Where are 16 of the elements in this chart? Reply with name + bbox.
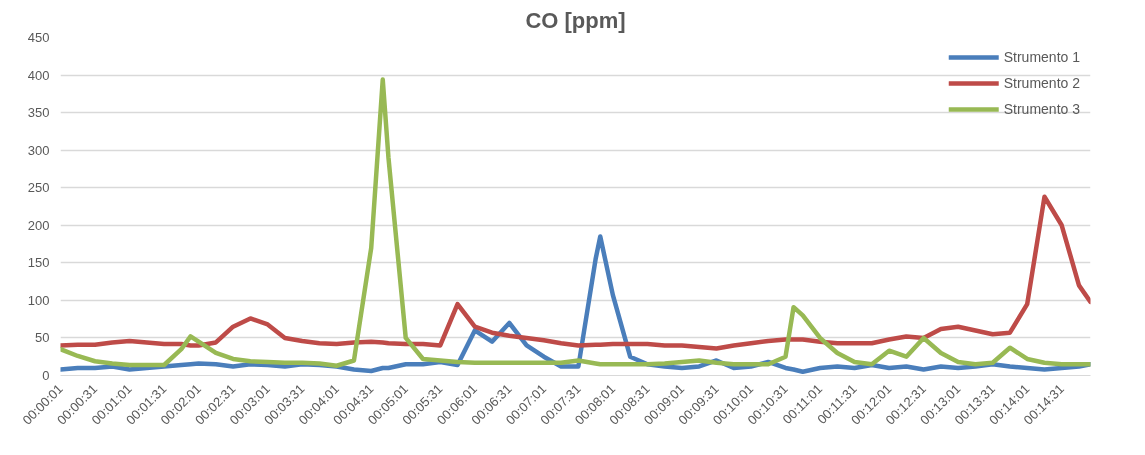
legend-label: Strumento 1 (1003, 49, 1080, 65)
y-tick-label: 100 (27, 292, 50, 308)
line-series (60, 194, 1091, 351)
legend-label: Strumento 3 (1003, 101, 1080, 117)
y-tick-label: 300 (27, 142, 50, 158)
y-tick-label: 200 (27, 217, 50, 233)
chart-title: CO [ppm] (525, 7, 626, 33)
y-tick-label: 450 (27, 30, 50, 45)
y-tick-label: 0 (42, 368, 50, 383)
legend-label: Strumento 2 (1003, 75, 1080, 91)
y-tick-label: 400 (27, 67, 50, 83)
y-tick-label: 150 (27, 255, 50, 271)
y-tick-label: 350 (27, 105, 50, 121)
y-tick-label: 50 (35, 330, 50, 346)
y-tick-label: 250 (27, 180, 50, 196)
line-series (60, 77, 1091, 368)
